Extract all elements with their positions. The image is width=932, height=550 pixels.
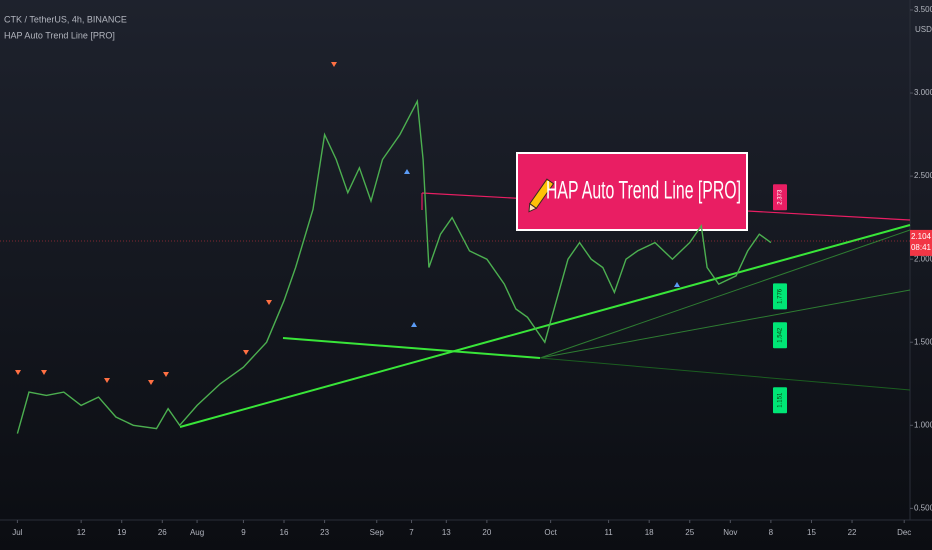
x-tick-label: 19 <box>117 528 126 537</box>
x-tick-label: Oct <box>544 528 557 537</box>
pivot-low-marker <box>404 169 410 174</box>
support-line <box>539 289 911 359</box>
y-tick-label: 0.500 <box>914 503 932 512</box>
y-tick-label: 2.500 <box>914 171 932 180</box>
x-tick-label: 15 <box>807 528 816 537</box>
pencil-icon <box>528 178 555 213</box>
banner-box <box>516 152 748 231</box>
y-tick-label: 3.500 <box>914 5 932 14</box>
pivot-high-marker <box>243 350 249 355</box>
level-label-box <box>773 283 787 310</box>
x-tick-label: Aug <box>190 528 204 537</box>
support-line <box>282 337 541 359</box>
x-tick-label: Jul <box>12 528 22 537</box>
x-tick-label: 12 <box>77 528 86 537</box>
pivot-high-marker <box>266 300 272 305</box>
level-label-box <box>773 387 787 414</box>
chart-title: CTK / TetherUS, 4h, BINANCE <box>4 14 127 24</box>
pivot-high-marker <box>331 62 337 67</box>
x-tick-label: 8 <box>769 528 774 537</box>
level-label: 1.542 <box>778 327 784 343</box>
price-line <box>16 98 772 434</box>
support-line <box>179 224 911 428</box>
indicator-name: HAP Auto Trend Line [PRO] <box>4 30 115 40</box>
x-tick-label: 18 <box>645 528 654 537</box>
x-tick-label: 9 <box>241 528 246 537</box>
x-tick-label: 16 <box>280 528 289 537</box>
support-line <box>539 229 911 359</box>
y-tick-label: 1.000 <box>914 420 932 429</box>
x-tick-label: 25 <box>685 528 694 537</box>
pivot-low-marker <box>411 322 417 327</box>
y-tick-label: 3.000 <box>914 88 932 97</box>
pivot-high-marker <box>163 372 169 377</box>
y-axis-unit: USDT <box>915 25 932 34</box>
last-price-label: 2.104 <box>911 232 932 241</box>
x-tick-label: 26 <box>158 528 167 537</box>
pivot-high-marker <box>15 370 21 375</box>
pivot-high-marker <box>41 370 47 375</box>
x-tick-label: 20 <box>482 528 491 537</box>
x-tick-label: Sep <box>370 528 385 537</box>
last-price-box <box>910 229 932 256</box>
indicator-banner: HAP Auto Trend Line [PRO] <box>516 152 748 231</box>
level-label: 2.373 <box>778 189 784 205</box>
x-tick-label: 11 <box>604 528 613 537</box>
bar-countdown: 08:41 <box>911 243 932 252</box>
level-label: 1.776 <box>778 288 784 304</box>
level-label-box <box>773 322 787 349</box>
support-line <box>539 357 911 391</box>
banner-title: HAP Auto Trend Line [PRO] <box>546 177 741 205</box>
pivot-high-marker <box>148 380 154 385</box>
x-tick-label: 22 <box>848 528 857 537</box>
pivot-low-marker <box>674 282 680 287</box>
level-label: 1.151 <box>778 392 784 408</box>
x-tick-label: Nov <box>723 528 737 537</box>
level-label-box <box>773 184 787 211</box>
y-tick-label: 2.000 <box>914 254 932 263</box>
y-tick-label: 1.500 <box>914 337 932 346</box>
pivot-high-marker <box>104 378 110 383</box>
x-tick-label: 13 <box>442 528 451 537</box>
x-tick-label: 23 <box>320 528 329 537</box>
x-tick-label: Dec <box>897 528 911 537</box>
x-tick-label: 7 <box>409 528 414 537</box>
